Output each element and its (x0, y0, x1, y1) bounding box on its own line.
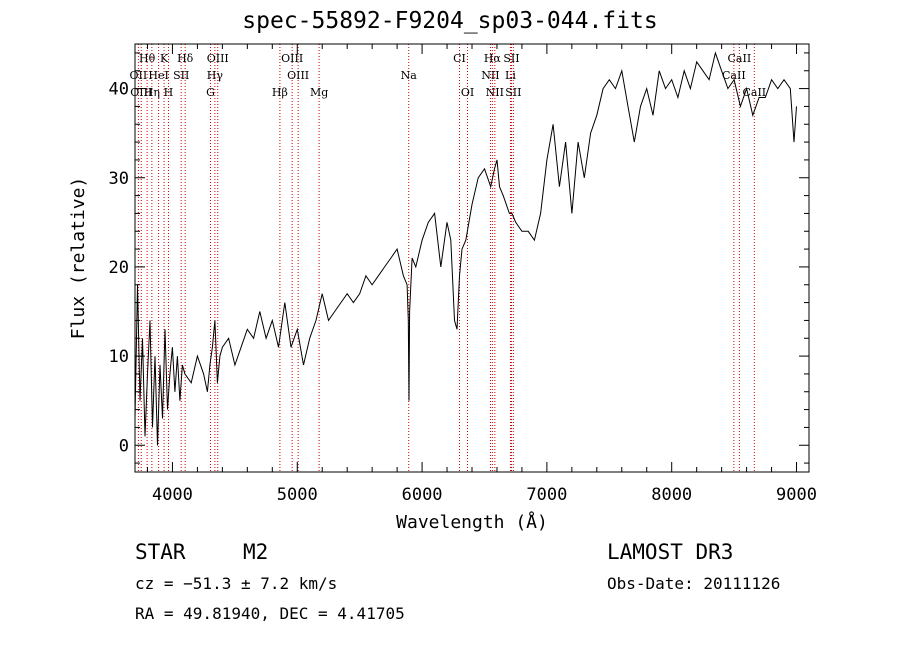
obs-date: Obs-Date: 20111126 (607, 574, 781, 593)
x-tick-label: 5000 (277, 485, 318, 505)
y-axis-label: Flux (relative) (68, 177, 89, 340)
line-label: H (164, 86, 174, 99)
line-label: Hβ (272, 86, 288, 99)
axis-ticks: 4000 5000 6000 7000 8000 9000 0 10 20 30 40 (109, 44, 817, 505)
y-tick-label: 20 (109, 258, 129, 278)
line-label: K (160, 52, 169, 65)
redshift-cz: cz = −51.3 ± 7.2 km/s (135, 574, 338, 593)
line-label: OIII (130, 86, 152, 99)
line-label: Na (401, 69, 418, 82)
line-label: NII (481, 69, 499, 82)
emission-line-markers (137, 44, 755, 472)
x-axis-label: Wavelength (Å) (396, 511, 548, 533)
line-label: OIII (207, 52, 229, 65)
x-tick-label: 9000 (776, 485, 817, 505)
line-label: Hθ (139, 52, 156, 65)
y-tick-label: 10 (109, 347, 129, 367)
chart-title: spec-55892-F9204_sp03-044.fits (242, 8, 658, 34)
y-tick-label: 0 (119, 436, 129, 456)
line-label: CaII (722, 69, 746, 82)
line-label: G (206, 86, 215, 99)
line-label: CaII (728, 52, 752, 65)
survey-name: LAMOST DR3 (607, 540, 734, 564)
line-label: SII (503, 52, 519, 65)
line-label: Li (505, 69, 516, 82)
line-label: Hγ (207, 69, 224, 82)
y-tick-label: 30 (109, 169, 129, 189)
line-label: Mg (310, 86, 328, 99)
x-tick-label: 6000 (402, 485, 443, 505)
line-label: NII (486, 86, 504, 99)
line-label: SII (505, 86, 521, 99)
line-label: OI (461, 86, 474, 99)
plot-frame (134, 43, 810, 473)
line-label: OIII (287, 69, 309, 82)
spectrum-line (134, 51, 797, 446)
object-subclass: M2 (243, 540, 269, 564)
line-label: Hη (144, 86, 160, 99)
x-tick-label: 4000 (152, 485, 193, 505)
line-label: CI (453, 52, 466, 65)
line-label: OIII (281, 52, 303, 65)
line-label: OII (130, 69, 148, 82)
line-label: Hδ (177, 52, 194, 65)
coordinates: RA = 49.81940, DEC = 4.41705 (135, 604, 405, 623)
x-tick-label: 7000 (526, 485, 567, 505)
y-tick-label: 40 (109, 80, 129, 100)
x-tick-label: 8000 (651, 485, 692, 505)
object-class: STAR (135, 540, 186, 564)
line-label: HeI (148, 69, 168, 82)
line-label: Hα (484, 52, 502, 65)
line-label: SII (173, 69, 189, 82)
